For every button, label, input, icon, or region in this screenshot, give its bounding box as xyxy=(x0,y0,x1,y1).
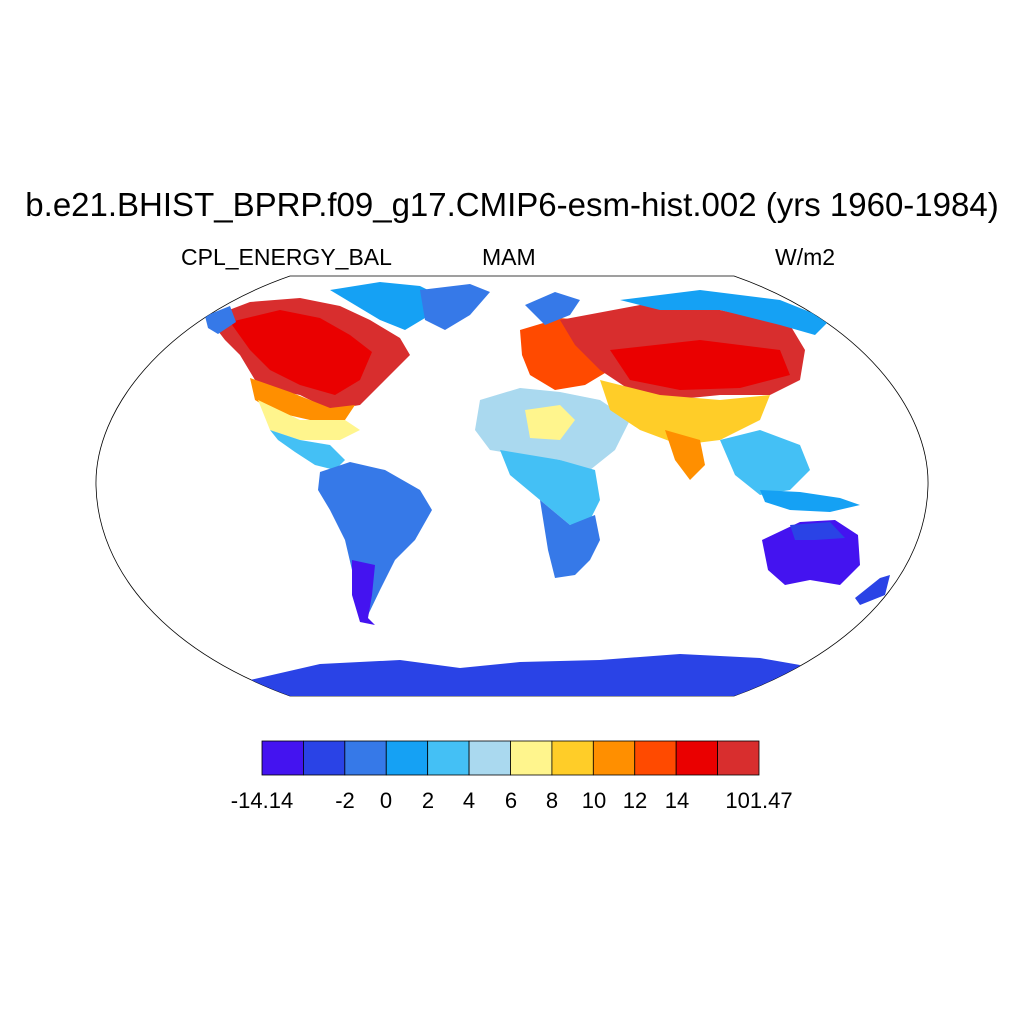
siberian-arctic xyxy=(620,290,830,335)
colorbar-tick-label: 0 xyxy=(379,788,393,813)
indonesia xyxy=(760,490,860,512)
colorbar-tick-label: -14.14 xyxy=(230,788,294,813)
south-america-south xyxy=(352,560,375,625)
australia-north xyxy=(790,522,845,540)
southeast-asia xyxy=(720,430,810,495)
new-zealand xyxy=(855,575,890,605)
india xyxy=(665,430,705,480)
antarctica xyxy=(250,654,800,696)
southern-africa xyxy=(540,500,600,578)
south-america xyxy=(318,462,432,615)
greenland xyxy=(420,284,490,330)
colorbar-tick-label: 8 xyxy=(545,788,559,813)
scandinavia xyxy=(525,292,580,325)
season-label: MAM xyxy=(482,244,536,270)
map-frame xyxy=(95,275,929,697)
alaska xyxy=(205,306,236,334)
sahara-hot xyxy=(525,405,575,440)
central-africa xyxy=(500,450,600,525)
north-america-yellow xyxy=(258,400,360,440)
colorbar-tick-label: 4 xyxy=(462,788,476,813)
north-america-red-core xyxy=(230,310,372,395)
eurasia-red-band xyxy=(610,340,790,390)
colorbar-tick-label: 10 xyxy=(581,788,607,813)
variable-label: CPL_ENERGY_BAL xyxy=(181,244,392,270)
colorbar-tick-label: 6 xyxy=(504,788,518,813)
colorbar-tick-label: -2 xyxy=(335,788,355,813)
mexico xyxy=(270,430,345,470)
colorbar-tick-label: 2 xyxy=(421,788,435,813)
units-label: W/m2 xyxy=(775,244,836,270)
middle-east-asia xyxy=(600,380,770,445)
colorbar-tick-label: 12 xyxy=(622,788,648,813)
plot-title: b.e21.BHIST_BPRP.f09_g17.CMIP6-esm-hist.… xyxy=(25,186,999,223)
colorbar-tick-label: 14 xyxy=(664,788,690,813)
colorbar-tick-label: 101.47 xyxy=(725,788,793,813)
greenland-arctic xyxy=(330,282,440,330)
